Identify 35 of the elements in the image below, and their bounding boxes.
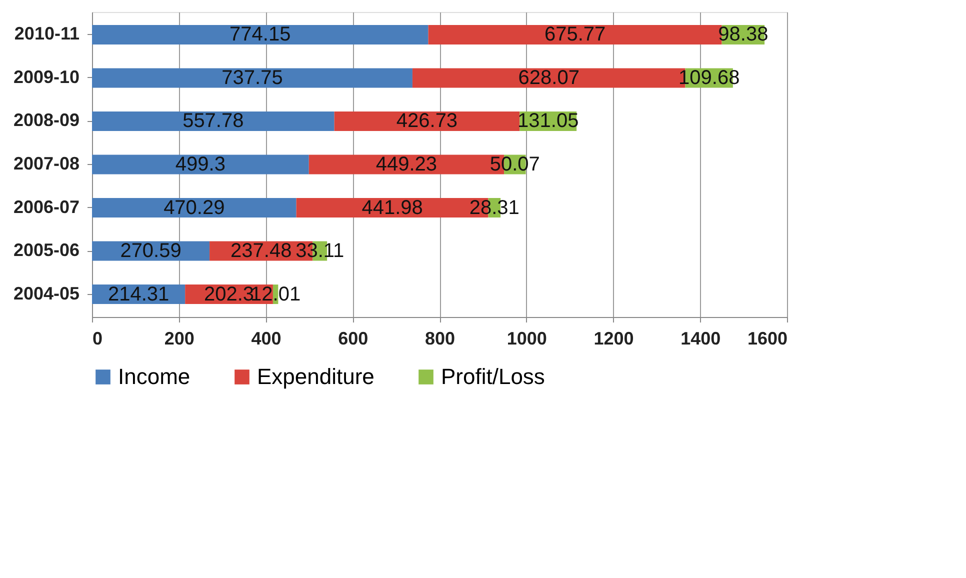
legend-label: Profit/Loss [441,364,545,389]
data-label: 50.07 [490,154,540,176]
data-label: 33.11 [296,240,344,262]
x-tick-label: 400 [251,328,282,348]
y-tick-label: 2007-08 [13,154,80,174]
y-tick-label: 2005-06 [13,240,80,260]
y-tick-label: 2009-10 [13,66,80,87]
data-label: 675.77 [544,24,606,46]
x-tick-label: 1400 [680,328,721,348]
data-label: 28.31 [469,196,520,219]
data-label: 214.31 [108,283,170,306]
y-tick-label: 2006-07 [13,196,80,217]
legend-label: Income [118,364,190,389]
data-label: 628.07 [518,66,580,89]
data-label: 557.78 [182,110,244,132]
x-tick-label: 1600 [747,328,788,348]
y-tick-label: 2010-11 [14,24,80,44]
data-label: 470.29 [164,196,225,219]
data-label: 774.15 [230,24,291,46]
x-tick-label: 0 [92,328,103,348]
x-tick-label: 200 [164,328,194,348]
x-tick-label: 1000 [506,328,547,348]
x-tick-label: 600 [338,328,368,348]
data-label: 449.23 [376,154,438,176]
data-label: 737.75 [222,66,283,89]
x-tick-label: 1200 [594,328,634,348]
data-label: 426.73 [396,110,458,132]
data-label: 499.3 [175,154,226,176]
data-label: 441.98 [362,196,423,219]
legend-label: Expenditure [257,364,374,389]
y-tick-label: 2004-05 [13,283,80,304]
x-tick-label: 800 [424,328,456,348]
data-label: 237.48 [230,240,292,262]
y-tick-label: 2008-09 [13,110,80,130]
data-label: 270.59 [120,240,182,262]
